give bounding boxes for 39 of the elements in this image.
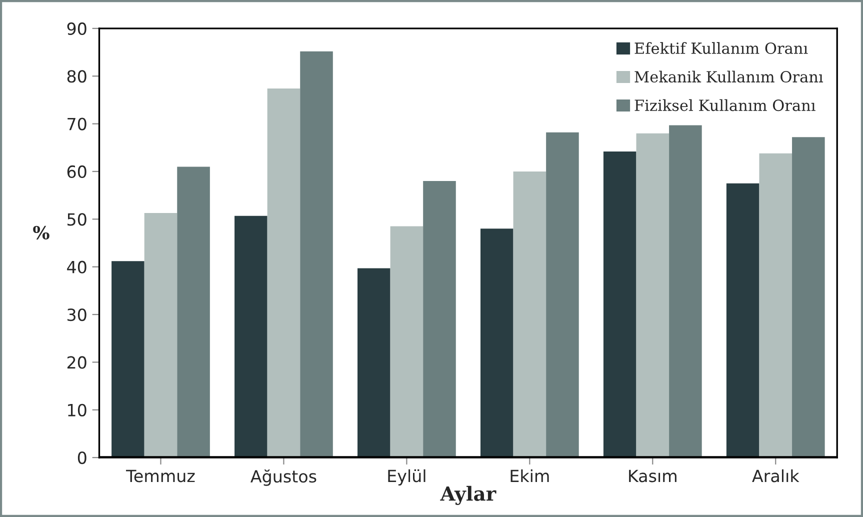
x-axis-title: Aylar xyxy=(440,486,496,505)
bar xyxy=(423,181,456,458)
bar xyxy=(358,268,390,458)
bar xyxy=(267,88,300,458)
legend-label: Efektif Kullanım Oranı xyxy=(634,42,808,54)
bar xyxy=(759,153,792,458)
y-tick-label: 90 xyxy=(67,22,86,36)
y-tick-label: 80 xyxy=(67,70,86,83)
y-tick-label: 40 xyxy=(67,260,86,274)
legend-label: Fiziksel Kullanım Oranı xyxy=(634,99,816,112)
legend-label: Mekanik Kullanım Oranı xyxy=(634,70,824,83)
y-tick-label: 70 xyxy=(68,118,86,130)
y-tick-label: 0 xyxy=(78,452,86,464)
bar xyxy=(603,151,636,458)
bar xyxy=(300,51,333,458)
bar xyxy=(669,125,702,458)
bar xyxy=(234,216,268,458)
bar xyxy=(390,226,424,458)
x-tick-label: Temmuz xyxy=(126,470,195,482)
bar xyxy=(144,212,178,458)
x-tick-label: Aralık xyxy=(752,469,800,482)
bar xyxy=(112,261,144,458)
y-tick-label: 20 xyxy=(67,356,86,369)
x-tick-label: Eylül xyxy=(388,469,426,486)
bar xyxy=(792,137,825,458)
y-axis-title: % xyxy=(33,226,50,240)
bar xyxy=(726,183,760,458)
y-tick-label: 60 xyxy=(67,165,86,178)
bar xyxy=(177,166,210,458)
y-tick-label: 10 xyxy=(68,404,86,416)
bar xyxy=(636,133,670,458)
y-tick-label: 30 xyxy=(68,308,86,322)
y-tick-label: 50 xyxy=(68,213,86,226)
x-tick-label: Kasım xyxy=(629,470,676,482)
bar xyxy=(480,228,514,458)
bar xyxy=(513,171,546,458)
x-tick-label: Ağustos xyxy=(250,469,316,486)
x-tick-label: Ekim xyxy=(510,469,549,482)
bar xyxy=(546,132,579,458)
